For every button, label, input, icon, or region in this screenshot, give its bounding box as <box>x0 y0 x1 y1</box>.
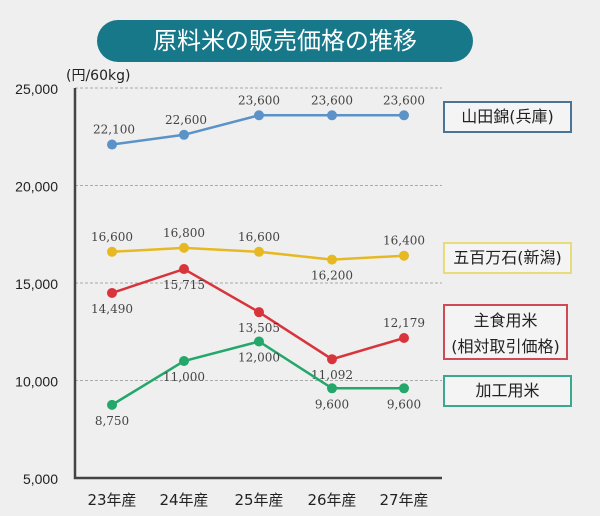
data-point <box>179 264 189 275</box>
data-label: 15,715 <box>163 278 205 292</box>
data-label: 16,600 <box>238 230 280 244</box>
data-point <box>254 246 264 257</box>
data-point <box>254 110 264 121</box>
data-point <box>327 254 337 265</box>
data-point <box>399 333 409 344</box>
data-point <box>399 383 409 394</box>
data-label: 13,505 <box>238 321 280 335</box>
data-label: 16,400 <box>383 234 425 248</box>
data-label: 16,600 <box>91 230 133 244</box>
y-tick-label: 5,000 <box>23 471 58 487</box>
data-label: 11,000 <box>163 370 205 384</box>
x-tick-label: 26年産 <box>307 491 356 509</box>
data-point <box>179 129 189 140</box>
legend-gohyakumangoku: 五百万石(新潟) <box>443 242 572 274</box>
data-point <box>107 139 117 150</box>
data-point <box>107 399 117 410</box>
data-label: 22,100 <box>93 123 135 137</box>
axes <box>73 88 442 480</box>
data-label: 23,600 <box>383 93 425 107</box>
legend-yamadanishiki: 山田錦(兵庫) <box>443 101 572 133</box>
y-axis-label: (円/60kg) <box>66 68 130 84</box>
x-tick-label: 27年産 <box>379 491 428 509</box>
data-point <box>327 383 337 394</box>
data-point <box>399 110 409 121</box>
data-point <box>179 242 189 253</box>
data-point <box>254 307 264 318</box>
data-label: 14,490 <box>91 302 133 316</box>
x-tick-label: 25年産 <box>234 491 283 509</box>
data-point <box>107 287 117 298</box>
data-label: 16,200 <box>311 269 353 283</box>
y-tick-label: 15,000 <box>15 276 58 292</box>
data-point <box>179 356 189 366</box>
data-point <box>327 354 337 365</box>
x-tick-label: 23年産 <box>87 491 136 509</box>
data-label: 9,600 <box>387 397 421 411</box>
y-tick-label: 10,000 <box>15 374 58 390</box>
y-tick-label: 20,000 <box>15 179 58 195</box>
data-point <box>399 250 409 261</box>
legend-shushoku: 主食用米 (相対取引価格) <box>443 304 568 360</box>
data-label: 8,750 <box>95 414 129 428</box>
data-point <box>107 246 117 257</box>
data-label: 22,600 <box>165 113 207 127</box>
data-label: 11,092 <box>311 368 353 382</box>
data-label: 23,600 <box>311 93 353 107</box>
data-point <box>327 110 337 121</box>
data-label: 12,000 <box>238 351 280 365</box>
data-label: 9,600 <box>315 397 349 411</box>
data-label: 23,600 <box>238 93 280 107</box>
data-point <box>254 336 264 347</box>
data-label: 16,800 <box>163 226 205 240</box>
x-tick-label: 24年産 <box>159 491 208 509</box>
legend-kakou: 加工用米 <box>443 375 572 407</box>
data-label: 12,179 <box>383 316 425 330</box>
chart-title: 原料米の販売価格の推移 <box>97 20 473 62</box>
y-tick-label: 25,000 <box>15 81 58 97</box>
